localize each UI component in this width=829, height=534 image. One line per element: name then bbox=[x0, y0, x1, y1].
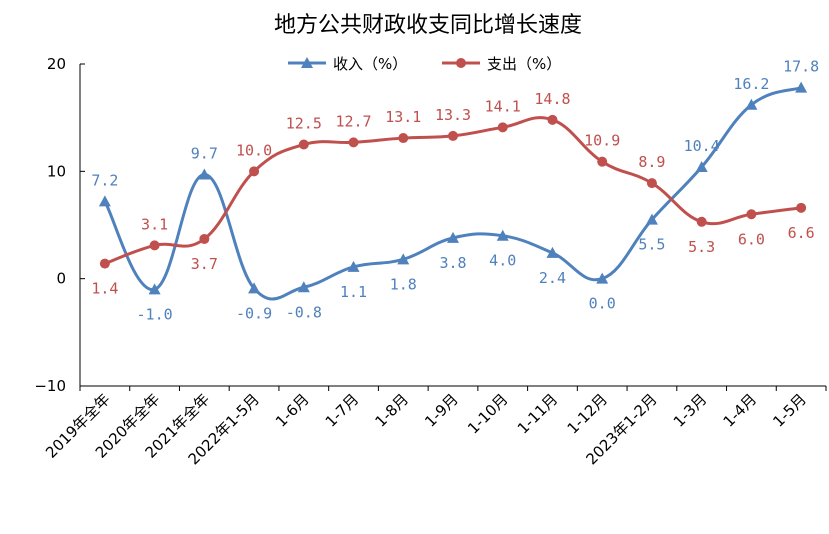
data-labels-layer: 7.2 -1.0 9.7 -0.9 -0.8 1.1 1.8 3.8 4.0 2.4 0.0 5.5 1… bbox=[91, 58, 819, 324]
x-tick-label: 1-3月 bbox=[670, 390, 711, 431]
data-label: 12.7 bbox=[335, 112, 371, 130]
x-tick-label: 1-6月 bbox=[272, 390, 313, 431]
data-label: 0.0 bbox=[589, 295, 616, 313]
x-tick-label: 1-8月 bbox=[371, 390, 412, 431]
data-label: 2.4 bbox=[539, 269, 566, 287]
data-point bbox=[448, 130, 458, 141]
data-label: 17.8 bbox=[783, 58, 819, 76]
x-tick-label: 1-12月 bbox=[564, 390, 611, 437]
data-point bbox=[148, 283, 161, 295]
data-point bbox=[347, 260, 360, 272]
data-label: 3.1 bbox=[141, 215, 168, 233]
x-tick-label: 1-10月 bbox=[464, 390, 511, 437]
data-label: 6.6 bbox=[788, 224, 815, 242]
x-tick-label: 1-4月 bbox=[720, 390, 761, 431]
data-point bbox=[297, 281, 310, 293]
data-label: -0.9 bbox=[236, 304, 272, 322]
data-point bbox=[248, 282, 261, 294]
data-point bbox=[745, 98, 758, 110]
data-point bbox=[546, 246, 559, 258]
data-point bbox=[348, 137, 359, 148]
data-label: 8.9 bbox=[638, 153, 665, 171]
legend-label-expenditure: 支出（%） bbox=[487, 55, 561, 73]
data-label: 7.2 bbox=[91, 171, 118, 189]
data-point bbox=[198, 168, 211, 180]
data-point bbox=[645, 213, 658, 225]
data-label: -1.0 bbox=[137, 305, 173, 323]
y-tick-label: 10 bbox=[47, 162, 66, 180]
data-point bbox=[597, 156, 608, 167]
data-point bbox=[98, 195, 111, 207]
data-label: 10.0 bbox=[236, 141, 272, 159]
data-point bbox=[596, 272, 609, 284]
data-point bbox=[249, 166, 260, 177]
data-label: 3.8 bbox=[439, 254, 466, 272]
y-tick-label: −10 bbox=[34, 377, 66, 395]
data-label: 3.7 bbox=[191, 255, 218, 273]
data-label: 5.5 bbox=[638, 236, 665, 254]
x-tick-label: 1-7月 bbox=[322, 390, 363, 431]
legend-marker-income bbox=[301, 57, 313, 68]
data-label: 10.9 bbox=[584, 132, 620, 150]
data-point bbox=[149, 240, 160, 251]
y-tick-label: 0 bbox=[56, 270, 66, 288]
x-tick-label: 1-5月 bbox=[769, 390, 810, 431]
data-point bbox=[397, 253, 410, 265]
data-label: 12.5 bbox=[286, 115, 322, 133]
data-label: 4.0 bbox=[489, 252, 516, 270]
data-point bbox=[646, 178, 657, 189]
data-point bbox=[199, 233, 210, 244]
data-label: 1.1 bbox=[340, 283, 367, 301]
data-point bbox=[696, 216, 707, 227]
chart-title: 地方公共财政收支同比增长速度 bbox=[274, 13, 582, 38]
x-tick-label: 1-11月 bbox=[514, 390, 561, 437]
data-label: -0.8 bbox=[286, 303, 322, 321]
data-label: 16.2 bbox=[733, 75, 769, 93]
data-point bbox=[99, 258, 110, 269]
data-point bbox=[795, 81, 808, 93]
series-layer bbox=[98, 81, 808, 301]
data-label: 6.0 bbox=[738, 230, 765, 248]
data-point bbox=[695, 161, 708, 173]
data-point bbox=[746, 209, 757, 220]
data-point bbox=[398, 133, 409, 144]
data-label: 10.4 bbox=[684, 137, 720, 155]
data-point bbox=[447, 231, 459, 243]
data-label: 14.1 bbox=[485, 97, 521, 115]
legend: 收入（%） 支出（%） bbox=[288, 55, 561, 73]
data-label: 1.4 bbox=[91, 280, 118, 298]
data-label: 1.8 bbox=[390, 275, 417, 293]
legend-marker-expenditure bbox=[456, 58, 466, 68]
data-point bbox=[796, 202, 807, 213]
data-point bbox=[496, 229, 509, 241]
data-label: 13.3 bbox=[435, 106, 471, 124]
legend-label-income: 收入（%） bbox=[333, 55, 407, 73]
data-point bbox=[497, 122, 508, 133]
data-point bbox=[298, 139, 309, 150]
x-tick-label: 1-9月 bbox=[421, 390, 462, 431]
data-label: 14.8 bbox=[534, 90, 570, 108]
data-label: 9.7 bbox=[191, 145, 218, 163]
data-label: 13.1 bbox=[385, 108, 421, 126]
data-label: 5.3 bbox=[688, 238, 715, 256]
y-tick-label: 20 bbox=[47, 55, 66, 73]
data-point bbox=[547, 114, 558, 125]
